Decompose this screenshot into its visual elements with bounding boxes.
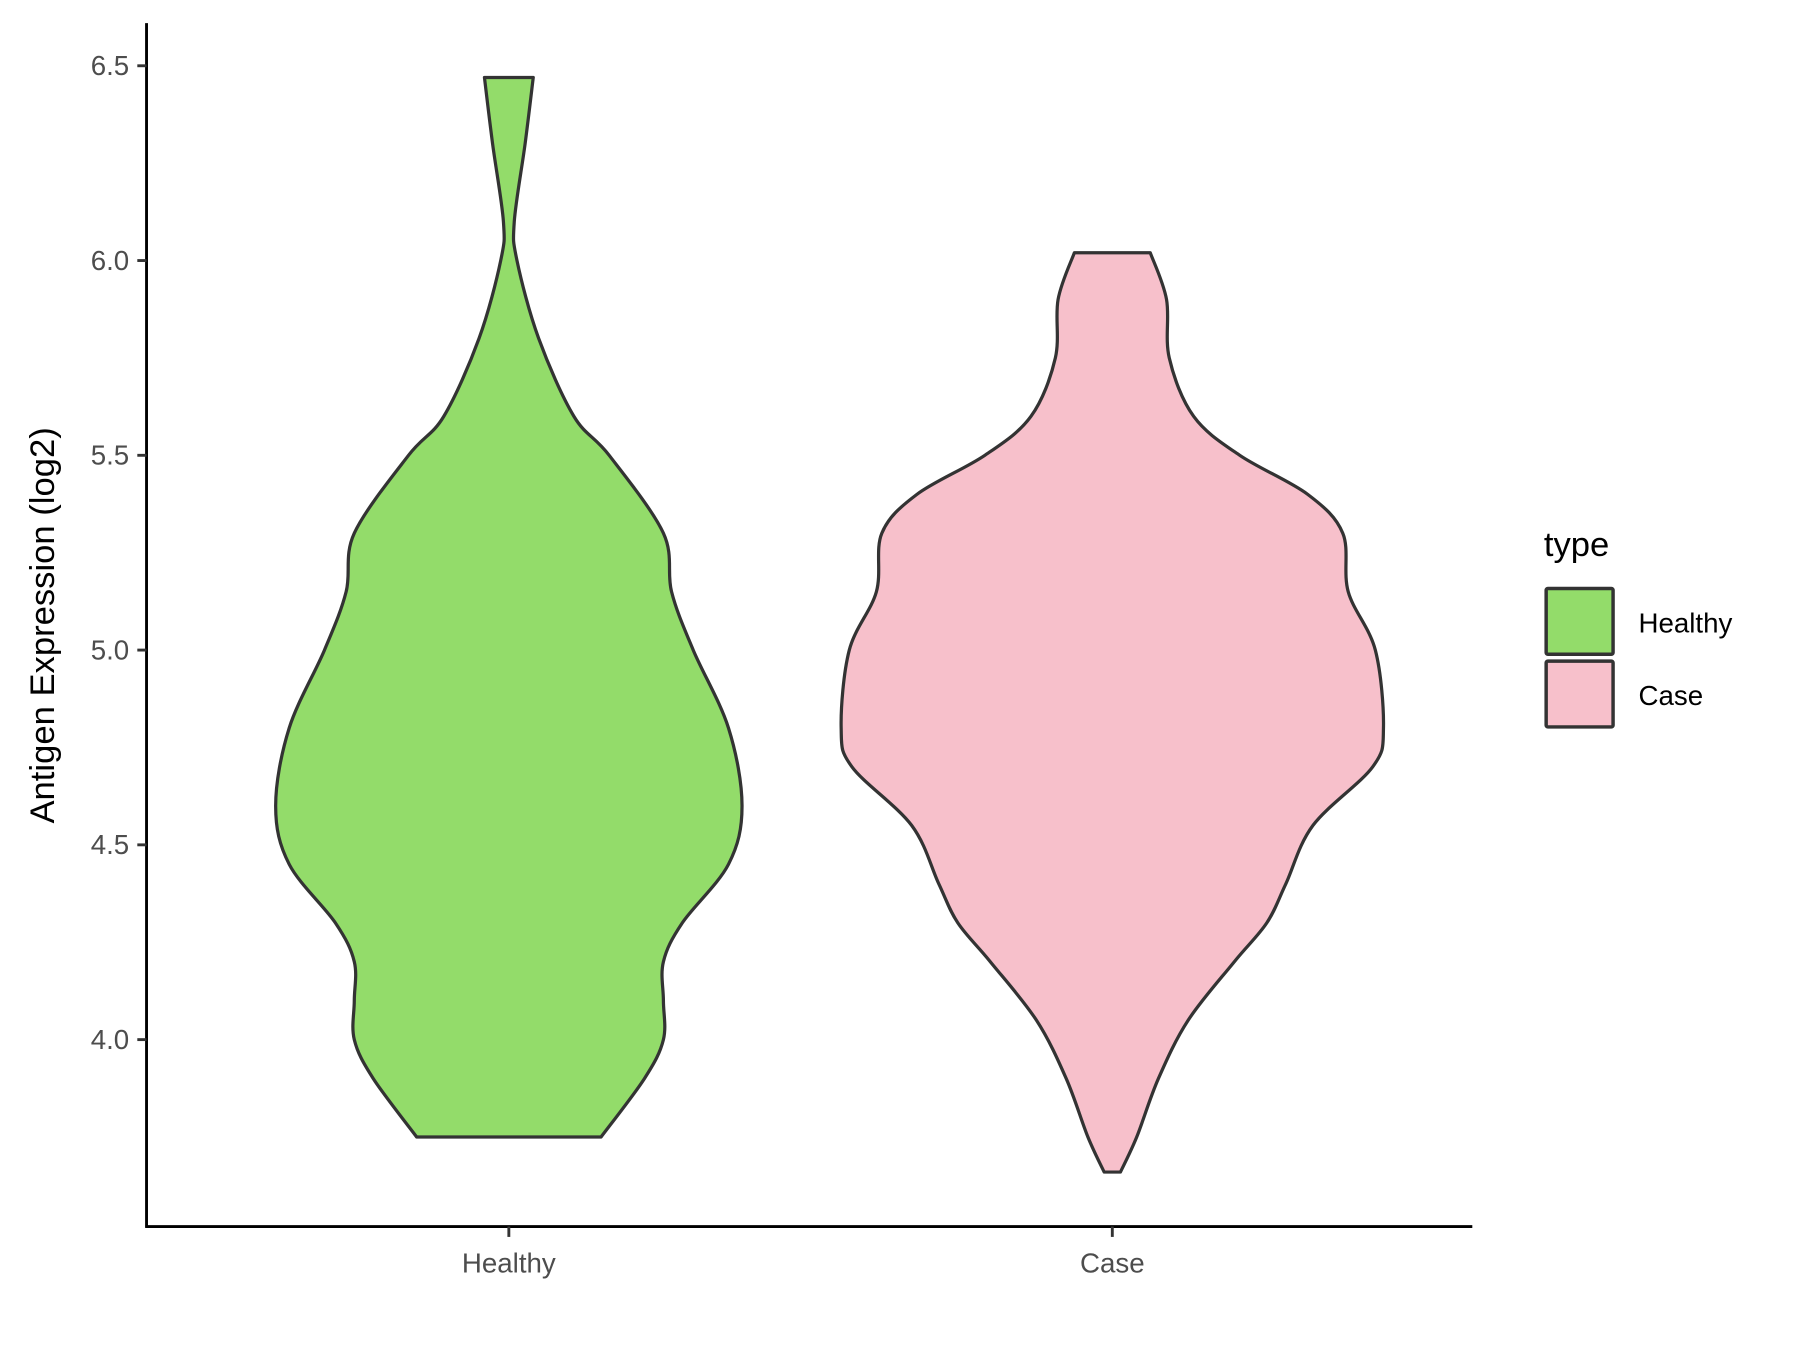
y-tick-label: 5.5 <box>91 440 130 471</box>
legend-key-case <box>1544 659 1615 729</box>
y-tick-label: 4.0 <box>91 1024 130 1055</box>
y-tick-label: 6.0 <box>91 245 130 276</box>
x-ticks: Healthy Case <box>462 1226 1145 1279</box>
violin-case <box>839 251 1386 1174</box>
x-tick-label: Healthy <box>462 1248 556 1279</box>
y-axis-label: Antigen Expression (log2) <box>24 427 62 823</box>
legend-label: Case <box>1638 680 1703 711</box>
legend-label: Healthy <box>1638 607 1732 638</box>
violins <box>274 75 1386 1174</box>
legend: type Healthy Case <box>1544 526 1732 729</box>
y-ticks: 4.0 4.5 5.0 5.5 6.0 6.5 <box>91 50 147 1055</box>
y-tick-label: 6.5 <box>91 50 130 81</box>
y-tick-label: 4.5 <box>91 829 130 860</box>
legend-title: type <box>1544 526 1609 564</box>
legend-key-healthy <box>1544 586 1615 656</box>
x-tick-label: Case <box>1080 1248 1145 1279</box>
violin-healthy <box>274 75 744 1139</box>
y-tick-label: 5.0 <box>91 634 130 665</box>
